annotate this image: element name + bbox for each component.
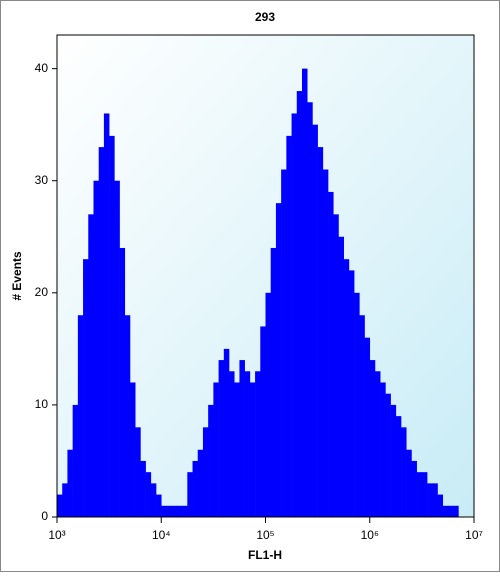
bar: [312, 124, 318, 518]
bar: [229, 371, 235, 517]
bar: [223, 348, 230, 517]
bar: [406, 449, 412, 517]
bar: [109, 135, 115, 517]
bar: [234, 382, 240, 517]
bar: [182, 505, 188, 517]
bar: [62, 483, 68, 517]
bar: [150, 483, 157, 517]
bar: [213, 382, 219, 517]
y-tick-label: 20: [35, 285, 49, 299]
bar: [249, 382, 256, 517]
bar: [176, 505, 183, 517]
bar: [239, 360, 245, 517]
bar: [328, 191, 334, 517]
bar: [57, 494, 63, 517]
bar: [348, 270, 355, 517]
bar: [442, 505, 449, 517]
bar: [427, 483, 433, 517]
bar: [359, 315, 365, 517]
bar: [192, 460, 199, 517]
bar: [437, 494, 444, 517]
bar: [88, 214, 94, 518]
bar: [202, 427, 209, 517]
bar: [401, 427, 407, 517]
chart-title: 293: [255, 10, 275, 24]
bar: [129, 382, 136, 517]
bar: [260, 326, 266, 517]
bar: [135, 427, 141, 517]
x-tick-label: 10⁷: [465, 528, 483, 542]
bar: [255, 371, 261, 517]
bar: [281, 169, 287, 517]
x-tick-label: 10³: [48, 528, 65, 542]
plot-border: [56, 34, 475, 518]
x-axis-label: FL1-H: [248, 548, 282, 562]
bar: [270, 247, 277, 517]
bar: [354, 292, 360, 517]
bar: [67, 449, 73, 517]
y-tick-label: 40: [35, 61, 49, 75]
bar: [83, 259, 89, 517]
bar: [187, 472, 193, 517]
bar: [161, 505, 167, 517]
bar: [395, 416, 402, 517]
bar: [416, 472, 423, 517]
y-tick-label: 0: [41, 509, 48, 523]
y-axis-label: # Events: [10, 251, 24, 301]
bar: [453, 505, 459, 517]
bar: [197, 449, 204, 517]
bar: [390, 404, 397, 517]
x-tick-label: 10⁶: [361, 528, 379, 542]
bar: [301, 68, 308, 518]
bar: [333, 214, 339, 518]
bar: [208, 404, 214, 517]
bar: [291, 113, 298, 517]
bar: [265, 292, 272, 517]
y-tick-label: 30: [35, 173, 49, 187]
bar: [171, 505, 178, 517]
bar: [286, 135, 292, 517]
bar: [338, 236, 344, 517]
x-tick-label: 10⁵: [256, 528, 274, 542]
bar: [244, 371, 251, 517]
bar: [72, 404, 79, 517]
y-tick-label: 10: [35, 397, 49, 411]
bar: [385, 393, 391, 517]
x-tick-label: 10⁴: [152, 528, 171, 542]
bar: [421, 472, 428, 517]
bar: [317, 147, 324, 517]
bar: [77, 315, 84, 517]
bar: [166, 505, 172, 517]
bar: [432, 483, 438, 517]
bar: [374, 371, 381, 517]
bar: [364, 337, 371, 517]
bar: [307, 102, 313, 518]
bar: [447, 505, 454, 517]
bar: [275, 203, 282, 518]
bar: [119, 247, 126, 517]
bar: [369, 360, 376, 517]
bar: [93, 180, 100, 517]
bar: [124, 315, 131, 517]
bar: [296, 91, 303, 517]
bar: [156, 494, 162, 517]
bar: [343, 259, 350, 517]
bar: [145, 472, 152, 517]
bar: [98, 147, 105, 517]
bar: [103, 113, 110, 517]
bar: [322, 169, 329, 517]
bar: [114, 180, 120, 517]
bar: [380, 382, 386, 517]
bar: [218, 360, 225, 517]
bar: [140, 460, 146, 517]
bar: [411, 460, 417, 517]
